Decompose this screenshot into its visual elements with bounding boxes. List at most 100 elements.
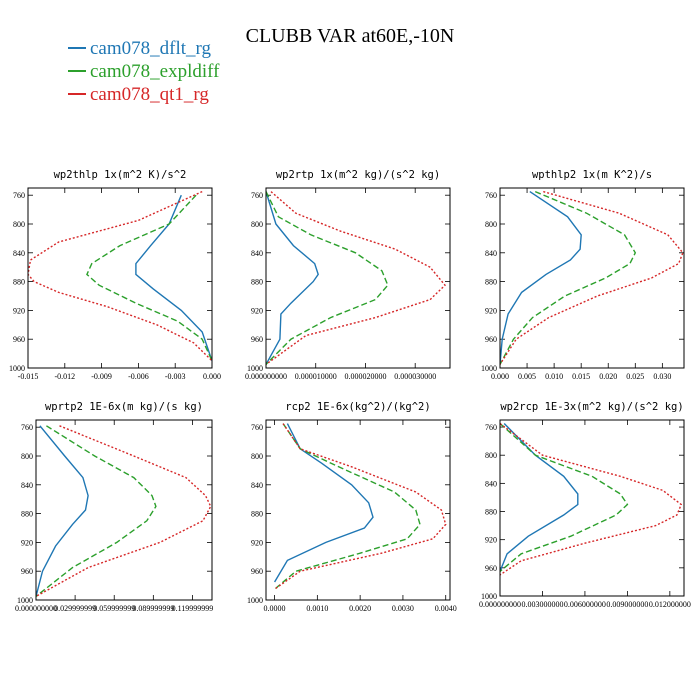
x-tick-label: 0.000030000 (394, 372, 436, 381)
y-tick-label: 760 (251, 191, 263, 200)
series-line-cam078-qt1-rg (266, 191, 446, 365)
y-tick-label: 800 (21, 452, 33, 461)
legend-label-1: cam078_dflt_rg (90, 38, 212, 59)
series-line-cam078-expldiff (36, 425, 157, 597)
series-line-cam078-dflt-rg (273, 423, 374, 583)
y-tick-label: 760 (13, 191, 25, 200)
x-tick-label: 0.0000 (264, 604, 286, 613)
x-tick-label: 0.000000000 (245, 372, 287, 381)
series-line-cam078-expldiff (86, 194, 212, 362)
y-tick-label: 960 (485, 335, 497, 344)
y-tick-label: 880 (485, 278, 497, 287)
y-tick-label: 840 (251, 481, 263, 490)
x-tick-label: 0.025 (626, 372, 644, 381)
y-tick-label: 1000 (247, 364, 263, 373)
x-tick-label: 0.030 (653, 372, 671, 381)
y-tick-label: 920 (13, 306, 25, 315)
panel-title: wp2thlp 1x(m^2 K)/s^2 (54, 169, 187, 181)
y-tick-label: 920 (21, 538, 33, 547)
plot-frame (265, 419, 451, 601)
y-tick-label: 920 (485, 536, 497, 545)
x-tick-label: 0.009000000 (606, 600, 648, 609)
x-tick-label: -0.012 (54, 372, 75, 381)
series-line-cam078-expldiff (500, 422, 629, 572)
legend-label-2: cam078_expldiff (90, 61, 220, 82)
x-tick-label: -0.006 (128, 372, 149, 381)
panel-title: wprtp2 1E-6x(m kg)/(s kg) (45, 401, 203, 413)
x-tick-label: -0.003 (165, 372, 186, 381)
series-line-cam078-qt1-rg (28, 190, 212, 362)
y-tick-label: 960 (485, 564, 497, 573)
y-tick-label: 840 (21, 481, 33, 490)
y-tick-label: 800 (485, 451, 497, 460)
x-tick-label: 0.089999999 (132, 604, 174, 613)
series-line-cam078-qt1-rg (500, 190, 684, 365)
y-tick-label: 880 (485, 508, 497, 517)
y-tick-label: 800 (251, 220, 263, 229)
y-tick-label: 880 (21, 510, 33, 519)
y-tick-label: 960 (13, 335, 25, 344)
x-tick-label: 0.012000000 (649, 600, 691, 609)
y-tick-label: 1000 (247, 596, 263, 605)
plot-frame (499, 419, 685, 597)
y-tick-label: 960 (251, 567, 263, 576)
panel-title: wpthlp2 1x(m K^2)/s (532, 169, 652, 181)
panel-4: wprtp2 1E-6x(m kg)/(s kg) 760 800 840 880 920… (15, 401, 213, 613)
x-tick-label: 0.119999999 (172, 604, 214, 613)
x-tick-label: 0.0040 (435, 604, 457, 613)
legend: cam078_dflt_rgcam078_expldiffcam078_qt1_… (68, 38, 220, 105)
plot-frame (265, 187, 451, 369)
series-line-cam078-qt1-rg (500, 422, 683, 576)
series-line-cam078-dflt-rg (135, 194, 212, 362)
x-tick-label: 0.000 (491, 372, 509, 381)
x-tick-label: 0.000000000 (15, 604, 57, 613)
x-tick-label: 0.000 (203, 372, 221, 381)
series-line-cam078-dflt-rg (266, 191, 319, 365)
y-tick-label: 1000 (481, 364, 497, 373)
x-tick-label: 0.015 (572, 372, 590, 381)
panel-2: wp2rtp 1x(m^2 kg)/(s^2 kg) 760 800 840 880 92… (245, 169, 451, 381)
figure-title: CLUBB VAR at60E,-10N (246, 25, 455, 47)
x-tick-label: 0.0030 (392, 604, 414, 613)
series-line-cam078-dflt-rg (500, 191, 582, 365)
y-tick-label: 880 (251, 510, 263, 519)
x-tick-label: 0.010 (545, 372, 563, 381)
plot-frame (27, 187, 213, 369)
y-tick-label: 760 (21, 423, 33, 432)
series-line-cam078-qt1-rg (36, 425, 212, 598)
x-tick-label: 0.059999999 (93, 604, 135, 613)
x-tick-label: 0.000010000 (295, 372, 337, 381)
y-tick-label: 800 (13, 220, 25, 229)
x-tick-label: 0.020 (599, 372, 617, 381)
y-tick-label: 960 (21, 567, 33, 576)
panel-6: wp2rcp 1E-3x(m^2 kg)/(s^2 kg) 760 800 840 88… (479, 401, 691, 609)
y-tick-label: 960 (251, 335, 263, 344)
panel-grid: wp2thlp 1x(m^2 K)/s^2 760 800 840 880 920 960 1… (9, 169, 691, 613)
y-tick-label: 840 (251, 249, 263, 258)
y-tick-label: 1000 (481, 592, 497, 601)
series-line-cam078-dflt-rg (36, 425, 89, 597)
x-tick-label: 0.000000000 (479, 600, 521, 609)
y-tick-label: 840 (13, 249, 25, 258)
y-tick-label: 880 (13, 278, 25, 287)
panel-title: rcp2 1E-6x(kg^2)/(kg^2) (285, 401, 430, 413)
y-tick-label: 920 (251, 306, 263, 315)
y-tick-label: 1000 (17, 596, 33, 605)
x-tick-label: 0.005 (518, 372, 536, 381)
y-tick-label: 840 (485, 479, 497, 488)
legend-label-3: cam078_qt1_rg (90, 84, 209, 105)
y-tick-label: 1000 (9, 364, 25, 373)
series-line-cam078-expldiff (266, 191, 389, 365)
y-tick-label: 760 (485, 191, 497, 200)
y-tick-label: 760 (251, 423, 263, 432)
series-line-cam078-qt1-rg (274, 423, 447, 590)
panel-5: rcp2 1E-6x(kg^2)/(kg^2) 760 800 840 880 920 96… (247, 401, 457, 613)
y-tick-label: 800 (251, 452, 263, 461)
series-line-cam078-expldiff (500, 190, 637, 365)
x-tick-label: 0.0020 (349, 604, 371, 613)
x-tick-label: -0.009 (91, 372, 112, 381)
plot-frame (499, 187, 685, 369)
y-tick-label: 840 (485, 249, 497, 258)
y-tick-label: 880 (251, 278, 263, 287)
